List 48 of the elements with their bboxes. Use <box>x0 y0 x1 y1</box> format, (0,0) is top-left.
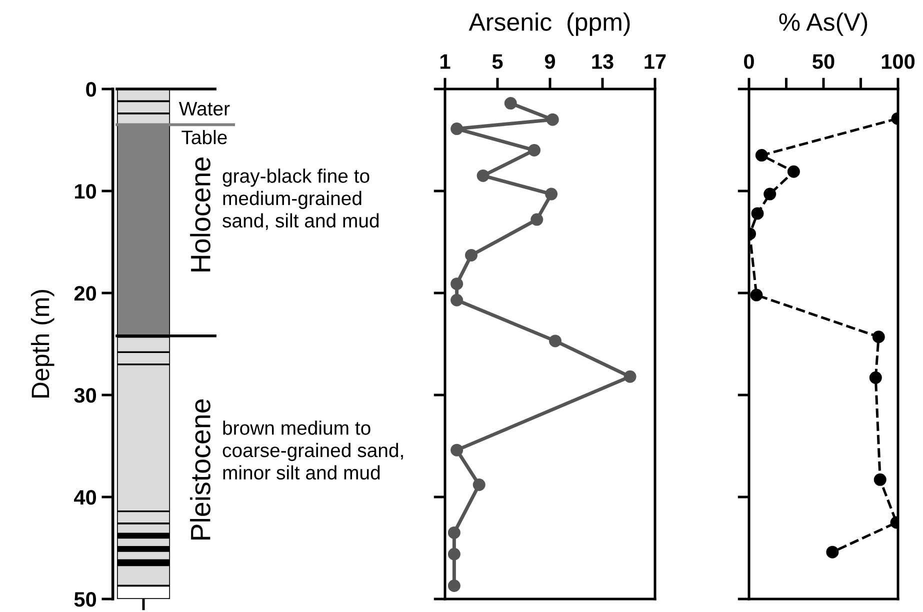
point <box>528 144 540 156</box>
point <box>450 444 464 456</box>
y-tick-label: 20 <box>74 286 96 301</box>
x-tick-label: 5 <box>492 54 503 69</box>
point <box>751 207 764 220</box>
text: gray-black fine to medium-grained sand, silt and mud <box>222 168 379 230</box>
x-tick-label: 50 <box>812 54 834 69</box>
point <box>787 165 800 178</box>
point <box>476 169 490 182</box>
point <box>872 330 885 344</box>
x-tick-label: 17 <box>644 54 666 69</box>
chart-title: Arsenic (ppm) <box>468 12 630 36</box>
x-tick-label: 0 <box>744 54 754 69</box>
y-tick-label: 0 <box>86 82 96 97</box>
point <box>874 473 886 486</box>
point <box>549 334 562 348</box>
x-tick-label: 9 <box>544 54 556 69</box>
y-tick-label: 40 <box>74 490 96 505</box>
point <box>450 294 464 306</box>
point <box>546 113 559 126</box>
x-tick-label: 100 <box>882 54 915 69</box>
x-tick-label: 13 <box>592 54 614 69</box>
annotation: Pleistocene <box>190 399 210 540</box>
y-axis-title: Depth (m) <box>30 290 54 398</box>
point <box>869 371 882 384</box>
point <box>450 122 464 136</box>
annotation: Holocene <box>190 158 210 272</box>
x-tick-label: 1 <box>440 54 450 69</box>
point <box>465 249 478 262</box>
point <box>826 546 839 558</box>
y-tick-label: 50 <box>74 592 96 607</box>
point <box>545 188 558 200</box>
point <box>750 288 763 302</box>
point <box>448 548 460 560</box>
point <box>764 188 776 200</box>
point <box>450 278 464 290</box>
ref-line-label: Water Table <box>178 102 230 144</box>
point <box>448 579 460 592</box>
point <box>530 213 544 226</box>
y-tick-label: 30 <box>74 388 96 403</box>
text: brown medium to coarse-grained sand, minor silt and mud <box>222 420 403 480</box>
point <box>472 478 486 492</box>
y-tick-label: 10 <box>75 184 96 199</box>
point <box>448 526 460 539</box>
point <box>504 97 517 110</box>
chart-title: % As(V) <box>779 12 868 36</box>
point <box>755 149 768 162</box>
point <box>624 370 636 383</box>
